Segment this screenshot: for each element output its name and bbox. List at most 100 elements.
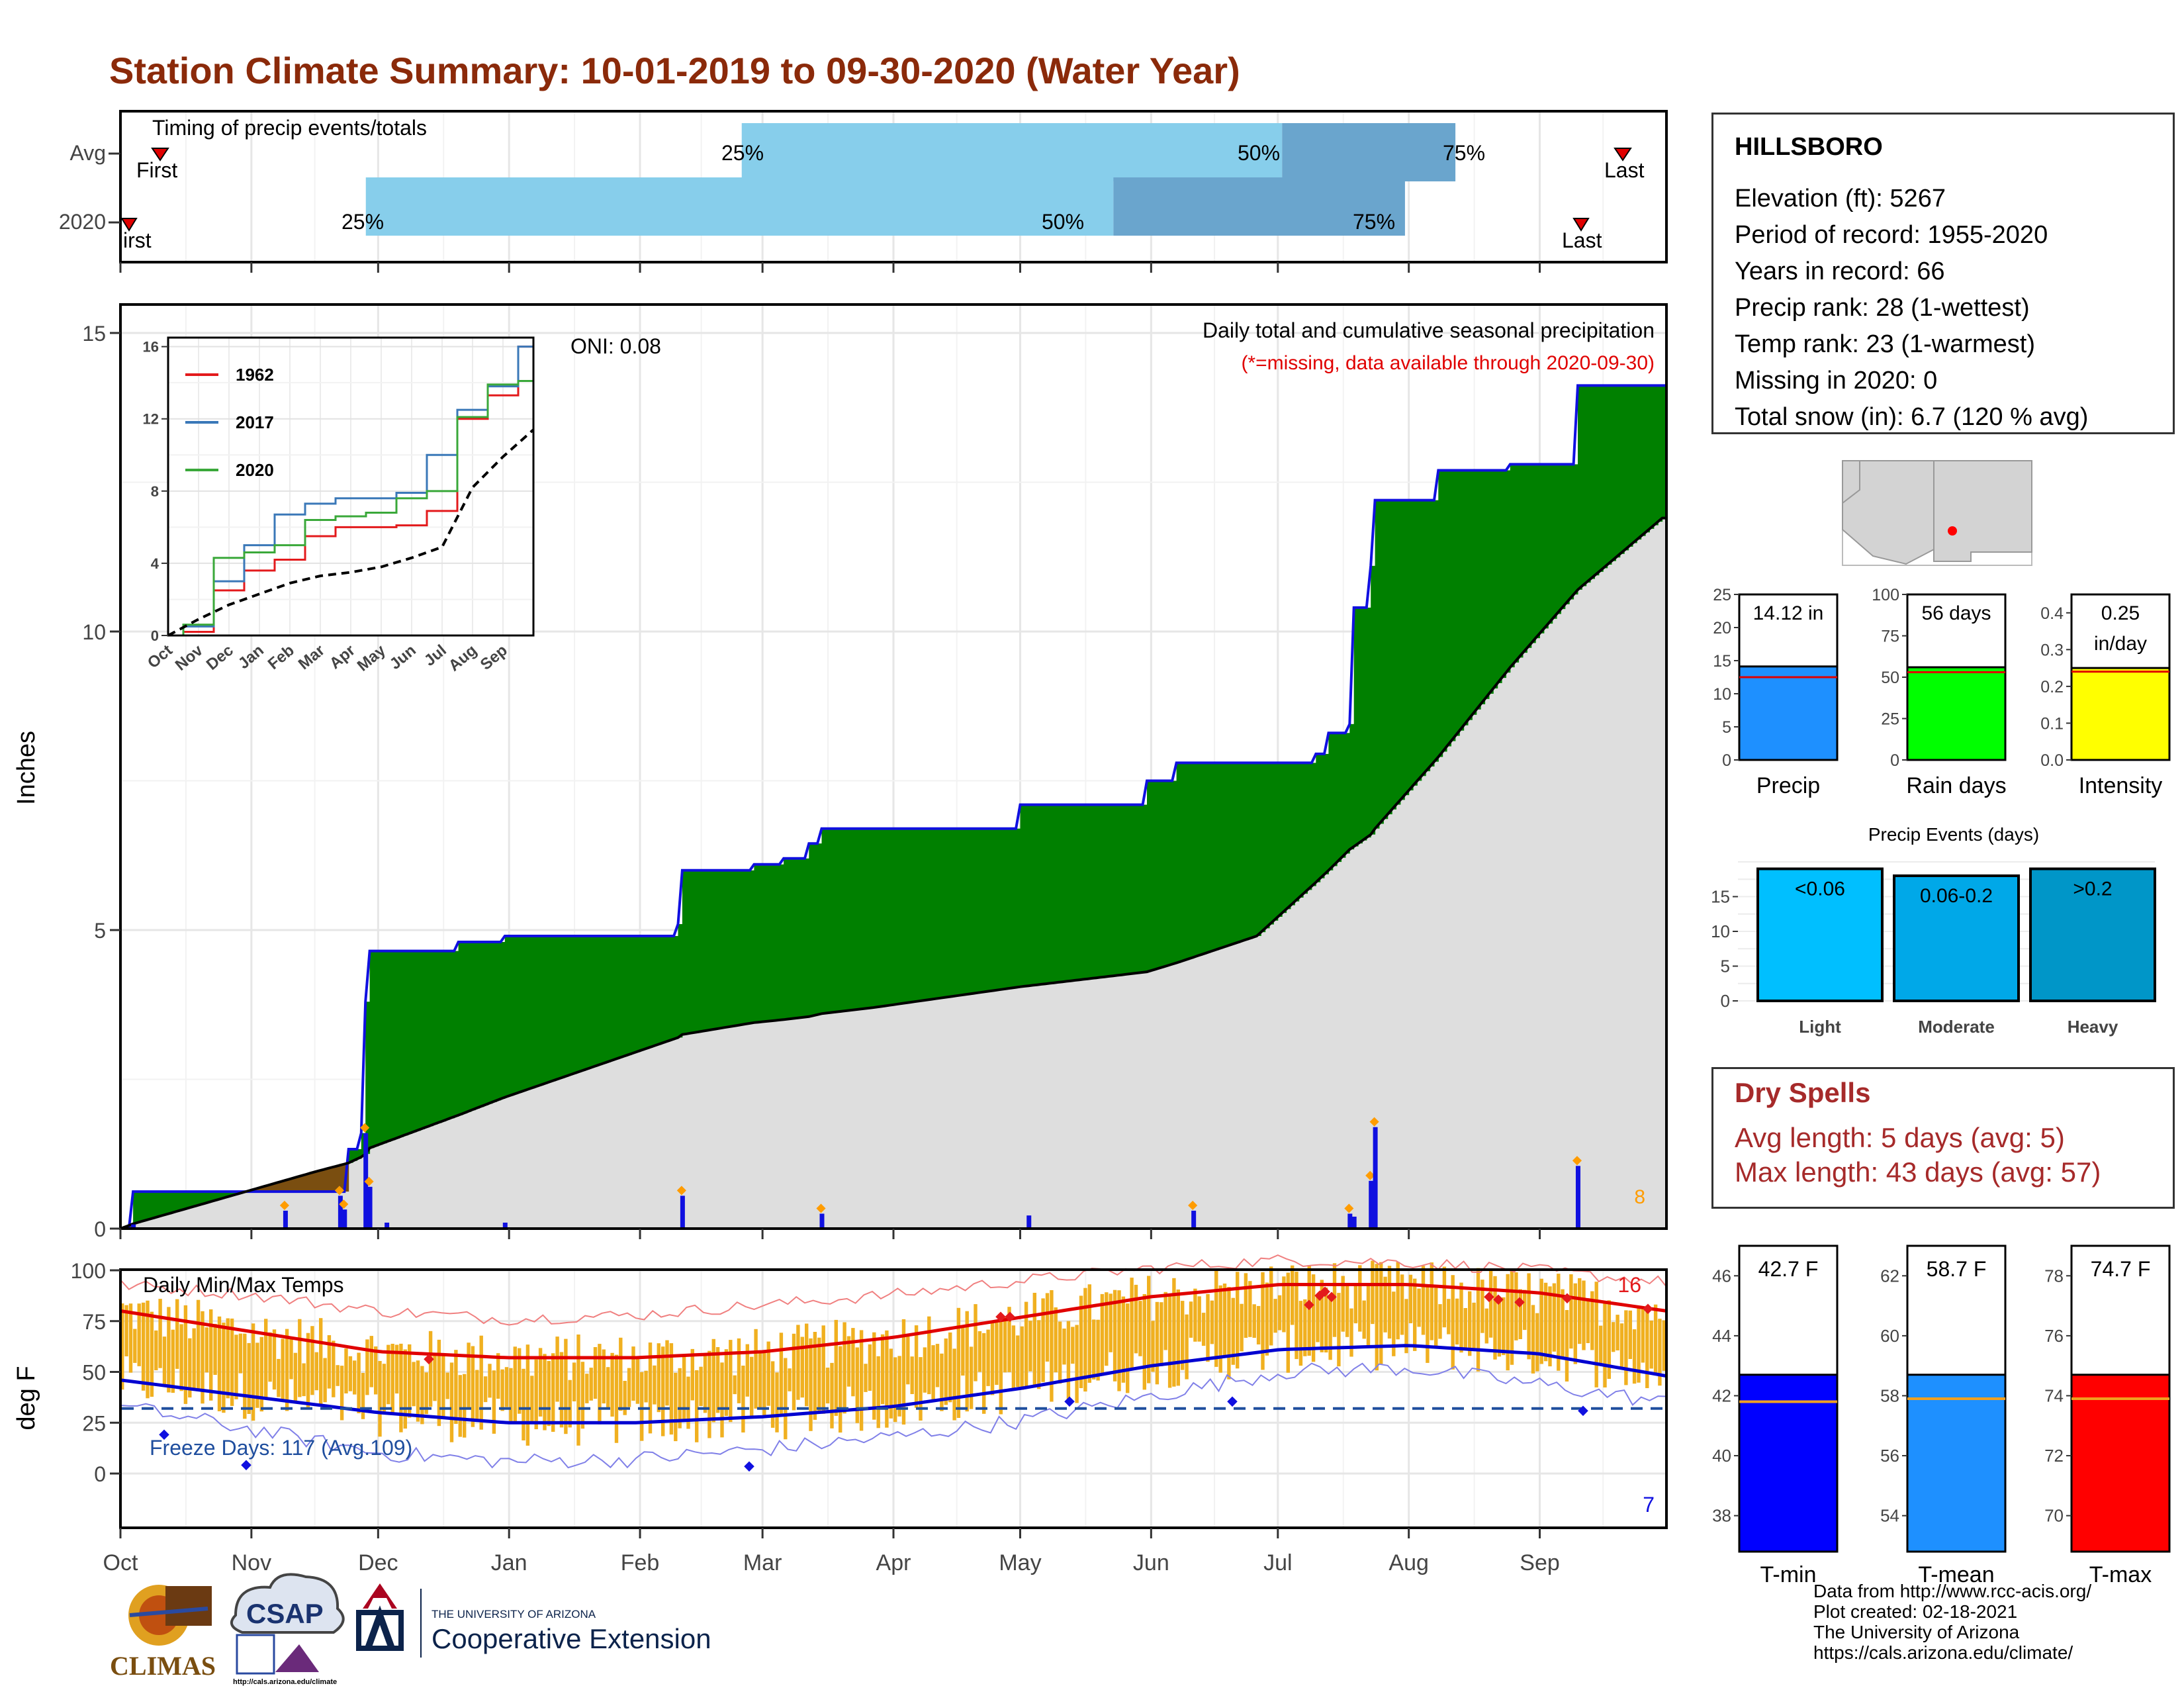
daily-precip-bar [1026,1215,1032,1229]
temp-stat-ytick-label: 78 [2044,1266,2064,1286]
average-cumulative-area [120,518,1666,1229]
stat-ytick-label: 0.1 [2040,714,2064,733]
temp-stat-value-label: 42.7 F [1758,1257,1819,1281]
record-low-marker [1227,1396,1238,1407]
precip-event-count: 8 [1634,1186,1645,1208]
avg-min-temp-line [120,1344,1667,1425]
stat-ytick-label: 75 [1881,628,1899,646]
inset-xtick-label: Sep [477,641,511,674]
temp-stat-bar [1738,1374,1839,1553]
avg-first-marker [151,148,169,162]
stat-panel-label: Intensity [2079,773,2163,798]
stat-ytick-label: 25 [1881,710,1899,729]
inset-ytick-label: 8 [151,483,159,500]
month-tick-label: Nov [232,1550,271,1575]
temp-stat-ytick-label: 54 [1880,1506,1899,1526]
2020-first-label: irst [123,228,152,252]
stat-panel-label: Precip [1756,773,1820,798]
month-tick-label: Oct [103,1550,138,1575]
csap-logo: CSAP http://cals.arizona.edu/climate [230,1573,345,1686]
timing-bar-50-75 [1282,123,1456,181]
snow-event-marker [1188,1200,1198,1211]
dry-spells-title: Dry Spells [1735,1077,1871,1108]
stat-ytick-label: 50 [1881,669,1899,687]
record-low-marker [241,1460,251,1471]
stat-value-unit: in/day [2094,633,2147,655]
precip-ytick-label: 15 [82,322,106,346]
timing-bar-25-50 [365,177,1114,236]
figure-title: Station Climate Summary: 10-01-2019 to 0… [109,50,1240,91]
events-ytick-label: 0 [1721,991,1730,1011]
precip-events-chart: Precip Events (days) <0.06 Light 0.06-0.2 Mo… [1711,824,2156,1037]
timing-bar-25-50 [741,123,1283,181]
svg-text:http://cals.arizona.edu/climat: http://cals.arizona.edu/climate [233,1678,337,1686]
stat-value-label: 0.25 [2101,602,2140,624]
precip-stat-bars: 14.12 in 0 5 10 15 20 25 Precip 56 days 0 25 50 75 10… [1713,586,2171,798]
month-axis: Oct Nov Dec Jan Feb Mar Apr May Jun Jul Aug Sep [103,262,1560,1575]
temp-stat-ytick-label: 46 [1712,1266,1731,1286]
2020-75-label: 75% [1353,210,1395,234]
stat-ytick-label: 5 [1722,718,1731,737]
temp-stat-bars: 42.7 F 38 40 42 44 46 T-min 58.7 F 54 56 58 60 62 T-m… [1712,1244,2171,1587]
2020-25-label: 25% [341,210,384,234]
daily-precip-bar [385,1222,390,1229]
precip-ytick-label: 5 [94,919,106,943]
daily-temp-range-bars [120,1260,1666,1446]
2020-first-marker [120,218,138,232]
stat-ytick-label: 0.4 [2040,604,2064,623]
station-location-dot [1948,526,1957,536]
event-category-label: Heavy [2068,1017,2118,1037]
temp-stat-panel-label: T-mean [1918,1562,1994,1587]
temp-stat-bar [1906,1374,2007,1553]
temp-stat-ytick-label: 70 [2044,1506,2064,1526]
month-tick-label: Dec [358,1550,398,1575]
svg-text:CLIMAS: CLIMAS [110,1651,216,1681]
inset-average-line [167,428,535,637]
daily-precip-bar [1369,1180,1374,1229]
station-total-snow: Total snow (in): 6.7 (120 % avg) [1735,403,2089,431]
precip-ylabel: Inches [13,731,40,805]
stat-panel-label: Rain days [1906,773,2006,798]
station-period: Period of record: 1955-2020 [1735,221,2048,249]
precip-ytick-label: 10 [82,620,106,644]
record-high-marker [1320,1286,1330,1297]
temp-stat-ytick-label: 72 [2044,1446,2064,1466]
inset-xtick-label: Nov [172,641,207,674]
snow-event-marker [676,1186,686,1196]
event-category-label: Moderate [1918,1017,1995,1037]
snow-event-marker [364,1176,374,1186]
events-ytick-label: 15 [1711,887,1730,907]
temp-panel: 0 25 50 75 100 deg F Daily Min/Max Temps Fre… [13,1254,1668,1529]
daily-precip-bar [283,1210,288,1229]
temp-stat-ytick-label: 44 [1712,1326,1731,1346]
timing-row-2020-label: 2020 [59,210,106,234]
timing-title: Timing of precip events/totals [152,116,427,140]
inset-ytick-label: 4 [151,555,159,572]
inset-series-line [168,346,533,637]
temp-stat-ytick-label: 74 [2044,1385,2064,1405]
hot-days-count: 16 [1617,1273,1641,1297]
snow-event-marker [279,1200,289,1211]
temp-ylabel: deg F [13,1366,40,1430]
temp-title: Daily Min/Max Temps [143,1273,343,1297]
record-high-marker [1484,1291,1494,1303]
stat-ytick-label: 100 [1872,586,1899,604]
stat-value-bar [1906,666,2007,761]
events-ytick-label: 5 [1721,957,1730,976]
record-high-marker [995,1311,1006,1323]
inset-ytick-label: 12 [143,411,159,428]
record-low-marker [159,1429,169,1440]
stat-value-label: 14.12 in [1753,602,1824,624]
inset-xtick-label: Jan [235,641,267,673]
daily-precip-bar [1373,1127,1378,1229]
inset-xtick-label: Jun [387,641,420,673]
timing-panel: Timing of precip events/totals Avg 2020 … [59,110,1668,263]
events-title: Precip Events (days) [1868,824,2039,845]
temp-ytick-label: 50 [82,1361,106,1385]
precip-ytick-label: 0 [94,1217,106,1241]
dry-spells-max-length: Max length: 43 days (avg: 57) [1735,1156,2101,1188]
stat-ytick-label: 20 [1713,619,1731,637]
climas-logo: CLIMAS [110,1585,216,1681]
event-bar-label: <0.06 [1795,878,1845,900]
